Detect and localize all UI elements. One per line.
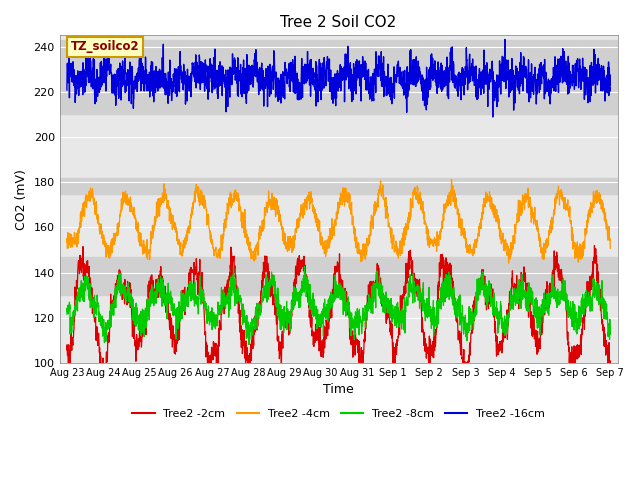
Bar xyxy=(60,178,618,193)
Legend: Tree2 -2cm, Tree2 -4cm, Tree2 -8cm, Tree2 -16cm: Tree2 -2cm, Tree2 -4cm, Tree2 -8cm, Tree… xyxy=(128,404,549,423)
Text: TZ_soilco2: TZ_soilco2 xyxy=(71,40,140,53)
X-axis label: Time: Time xyxy=(323,384,354,396)
Bar xyxy=(60,257,618,295)
Bar xyxy=(60,40,618,114)
Title: Tree 2 Soil CO2: Tree 2 Soil CO2 xyxy=(280,15,397,30)
Y-axis label: CO2 (mV): CO2 (mV) xyxy=(15,169,28,229)
